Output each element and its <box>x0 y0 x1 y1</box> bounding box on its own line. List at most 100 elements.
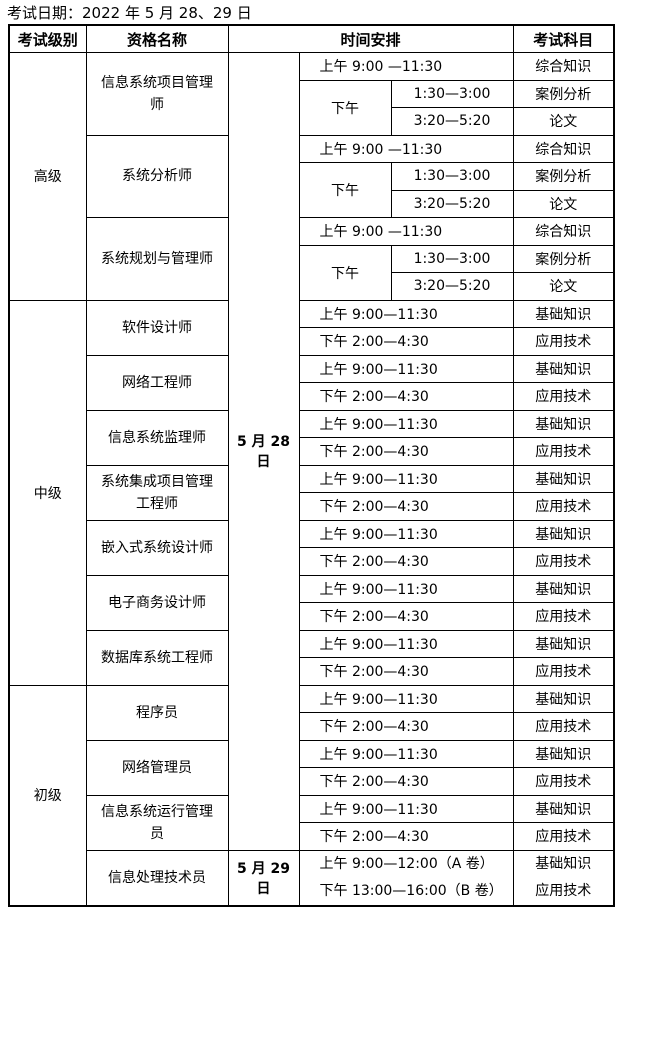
date-cell-may28: 5 月 28 日 <box>227 52 300 851</box>
subject-cell: 综合知识 <box>512 134 615 163</box>
subject-cell: 综合知识 <box>512 52 615 81</box>
subject-cell: 案例分析 <box>512 244 615 273</box>
table-row: 系统分析师 上午 9:00 —11:30 综合知识 <box>9 134 615 218</box>
table-row: 信息处理技术员 5 月 29 日 上午 9:00—12:00（A 卷） 下午 1… <box>9 849 615 906</box>
time-cell: 上午 9:00—11:30 <box>298 629 514 658</box>
qualification-cell: 系统规划与管理师 <box>85 217 229 301</box>
table-row: 信息系统监理师 上午 9:00—11:30 基础知识 <box>9 409 615 466</box>
time-cell: 上午 9:00—11:30 <box>298 684 514 713</box>
time-cell: 上午 9:00 —11:30 <box>298 217 514 246</box>
time-cell: 上午 9:00—12:00（A 卷） 下午 13:00—16:00（B 卷） <box>298 849 514 906</box>
header-level: 考试级别 <box>8 24 87 53</box>
exam-date-line: 考试日期：2022 年 5 月 28、29 日 <box>7 4 252 22</box>
header-subject: 考试科目 <box>512 24 615 53</box>
qualification-cell: 数据库系统工程师 <box>85 629 229 686</box>
timeslot-cell: 1:30—3:00 <box>390 79 514 108</box>
timeslot-cell: 3:20—5:20 <box>390 107 514 136</box>
level-cell-senior: 高级 <box>8 52 87 301</box>
time-cell: 下午 2:00—4:30 <box>298 767 514 796</box>
subject-cell: 综合知识 <box>512 217 615 246</box>
qualification-cell: 系统集成项目管理 工程师 <box>85 464 229 521</box>
table-row: 下午 2:00—4:30 应用技术 <box>9 712 615 741</box>
table-row: 下午 1:30—3:00 案例分析 <box>9 79 615 136</box>
table-row: 3:20—5:20 论文 <box>9 189 615 218</box>
time-cell: 上午 9:00—11:30 <box>298 354 514 383</box>
time-cell: 上午 9:00—11:30 <box>298 574 514 603</box>
subject-cell: 应用技术 <box>512 767 615 796</box>
table-row: 3:20—5:20 论文 <box>9 272 615 301</box>
table-row: 下午 2:00—4:30 应用技术 <box>9 657 615 686</box>
table-row: 3:20—5:20 论文 <box>9 107 615 136</box>
table-row: 下午 2:00—4:30 应用技术 <box>9 327 615 356</box>
table-row: 嵌入式系统设计师 上午 9:00—11:30 基础知识 <box>9 519 615 576</box>
timeslot-cell: 1:30—3:00 <box>390 244 514 273</box>
qualification-cell: 网络工程师 <box>85 354 229 411</box>
time-cell: 上午 9:00 —11:30 <box>298 134 514 163</box>
header-qualification: 资格名称 <box>85 24 229 53</box>
table-row: 下午 2:00—4:30 应用技术 <box>9 602 615 631</box>
subject-cell: 基础知识 <box>512 409 615 438</box>
time-cell: 下午 2:00—4:30 <box>298 602 514 631</box>
subject-cell: 案例分析 <box>512 79 615 108</box>
subject-cell: 应用技术 <box>512 437 615 466</box>
table-row: 下午 1:30—3:00 案例分析 <box>9 244 615 301</box>
table-row: 下午 2:00—4:30 应用技术 <box>9 547 615 576</box>
subject-cell: 案例分析 <box>512 162 615 191</box>
table-row: 信息系统运行管理员 上午 9:00—11:30 基础知识 <box>9 794 615 851</box>
exam-schedule-table: 考试级别 资格名称 时间安排 考试科目 高级 信息系统项目管理师 5 月 28 … <box>8 24 616 907</box>
subject-cell: 应用技术 <box>512 822 615 851</box>
time-cell: 上午 9:00 —11:30 <box>298 52 514 81</box>
table-row: 初级 程序员 上午 9:00—11:30 基础知识 <box>8 684 615 906</box>
subject-cell: 应用技术 <box>512 492 615 521</box>
subject-cell: 应用技术 <box>512 657 615 686</box>
qualification-cell: 信息系统监理师 <box>85 409 229 466</box>
time-cell: 上午 9:00—11:30 <box>298 519 514 548</box>
time-cell: 下午 2:00—4:30 <box>298 327 514 356</box>
qualification-cell: 系统分析师 <box>85 134 229 218</box>
subject-cell: 基础知识 <box>512 299 615 328</box>
subject-cell: 应用技术 <box>512 602 615 631</box>
time-cell: 上午 9:00—11:30 <box>298 794 514 823</box>
qualification-cell: 嵌入式系统设计师 <box>85 519 229 576</box>
date-cell-may29: 5 月 29 日 <box>227 849 300 906</box>
timeslot-cell: 3:20—5:20 <box>390 189 514 218</box>
time-cell: 下午 2:00—4:30 <box>298 712 514 741</box>
time-cell: 下午 2:00—4:30 <box>298 382 514 411</box>
qualification-cell: 信息处理技术员 <box>85 849 229 906</box>
header-schedule: 时间安排 <box>227 24 514 53</box>
table-row: 下午 2:00—4:30 应用技术 <box>9 437 615 466</box>
qualification-cell: 信息系统项目管理师 <box>85 52 229 136</box>
subject-cell: 应用技术 <box>512 547 615 576</box>
qualification-cell: 电子商务设计师 <box>85 574 229 631</box>
subject-cell: 基础知识 <box>512 684 615 713</box>
subject-cell: 应用技术 <box>512 327 615 356</box>
afternoon-cell: 下午 <box>298 79 392 136</box>
subject-cell: 基础知识 <box>512 464 615 493</box>
time-cell: 下午 2:00—4:30 <box>298 822 514 851</box>
table-row: 数据库系统工程师 上午 9:00—11:30 基础知识 <box>9 629 615 686</box>
table-row: 电子商务设计师 上午 9:00—11:30 基础知识 <box>9 574 615 631</box>
time-cell: 上午 9:00—11:30 <box>298 739 514 768</box>
subject-cell: 应用技术 <box>512 382 615 411</box>
subject-cell: 论文 <box>512 189 615 218</box>
subject-cell: 论文 <box>512 272 615 301</box>
subject-cell: 基础知识 <box>512 519 615 548</box>
time-cell: 上午 9:00—11:30 <box>298 464 514 493</box>
afternoon-cell: 下午 <box>298 244 392 301</box>
time-cell: 上午 9:00—11:30 <box>298 299 514 328</box>
table-row: 下午 1:30—3:00 案例分析 <box>9 162 615 218</box>
qualification-cell: 程序员 <box>85 684 229 741</box>
subject-cell: 基础知识 <box>512 794 615 823</box>
table-row: 系统集成项目管理 工程师 上午 9:00—11:30 基础知识 <box>9 464 615 521</box>
table-row: 高级 信息系统项目管理师 5 月 28 日 上午 9:00 —11:30 综合知… <box>8 52 615 851</box>
subject-cell: 基础知识 应用技术 <box>512 849 615 906</box>
qualification-cell: 信息系统运行管理员 <box>85 794 229 851</box>
table-row: 中级 软件设计师 上午 9:00—11:30 基础知识 <box>8 299 615 686</box>
subject-cell: 应用技术 <box>512 712 615 741</box>
table-header-row: 考试级别 资格名称 时间安排 考试科目 <box>8 24 615 53</box>
subject-cell: 基础知识 <box>512 354 615 383</box>
subject-cell: 论文 <box>512 107 615 136</box>
time-cell: 下午 2:00—4:30 <box>298 657 514 686</box>
time-cell: 下午 2:00—4:30 <box>298 492 514 521</box>
subject-cell: 基础知识 <box>512 574 615 603</box>
